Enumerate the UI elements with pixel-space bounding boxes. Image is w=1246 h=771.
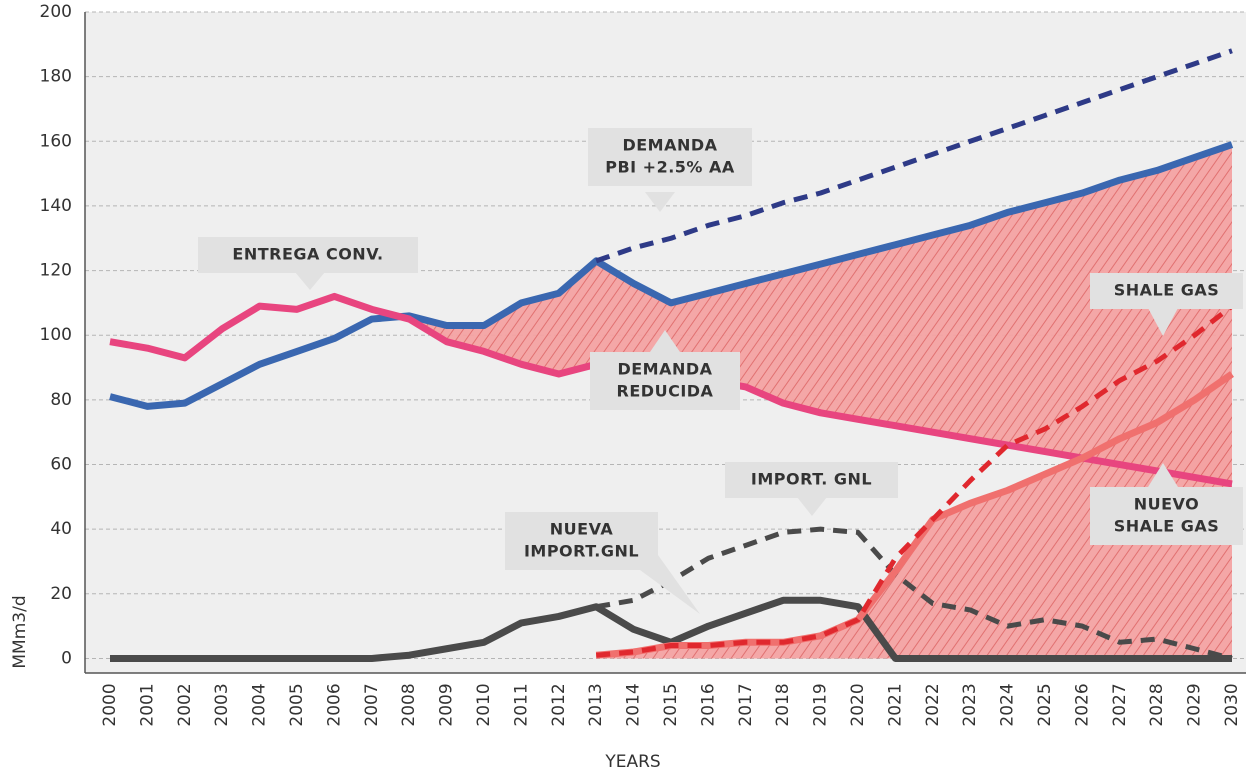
x-tick-label: 2025 [1035,683,1055,726]
y-tick-label: 100 [40,325,72,345]
hatched-area [596,374,1232,659]
annotation-text: DEMANDA [622,136,717,155]
callout-pointer [645,192,675,212]
x-tick-label: 2015 [661,683,681,726]
x-tick-label: 2005 [287,683,307,726]
callout-pointer [1148,308,1178,336]
x-tick-label: 2016 [698,683,718,726]
annotation-text: SHALE GAS [1114,281,1220,300]
x-tick-label: 2022 [923,683,943,726]
callout-pointer [295,272,325,290]
x-tick-label: 2000 [100,683,120,726]
series-line [595,526,1233,661]
callout-pointer [797,497,827,516]
series-line [595,371,1234,659]
x-tick-label: 2017 [736,683,756,726]
x-tick-label: 2013 [586,683,606,726]
y-tick-label: 200 [40,2,72,22]
y-tick-label: 140 [40,196,72,216]
callout-box [198,237,418,273]
x-tick-label: 2014 [624,683,644,726]
x-tick-label: 2029 [1185,683,1205,726]
annotation-text: ENTREGA CONV. [232,245,383,264]
y-tick-label: 120 [40,261,72,281]
annotation-text: IMPORT.GNL [524,542,639,561]
callout-box [1090,487,1243,545]
x-tick-label: 2027 [1110,683,1130,726]
annotation-text: DEMANDA [617,360,712,379]
callout-pointer [1148,463,1178,487]
x-tick-label: 2021 [885,683,905,726]
y-tick-label: 80 [50,390,72,410]
x-tick-label: 2009 [437,683,457,726]
y-axis-label: MMm3/d [10,595,30,668]
annotation-text: PBI +2.5% AA [605,158,735,177]
callout-box [725,462,898,498]
x-axis-label: YEARS [604,752,660,771]
series-line [595,48,1233,264]
x-tick-label: 2026 [1072,683,1092,726]
y-tick-label: 180 [40,67,72,87]
x-tick-label: 2028 [1147,683,1167,726]
annotation-text: NUEVO [1134,495,1200,514]
callout-box [1090,273,1243,309]
x-tick-label: 2023 [960,683,980,726]
annotation-text: REDUCIDA [617,382,714,401]
x-tick-label: 2030 [1222,683,1242,726]
x-tick-label: 2002 [175,683,195,726]
x-tick-label: 2008 [399,683,419,726]
annotation-text: SHALE GAS [1114,517,1220,536]
x-tick-label: 2006 [324,683,344,726]
callout-pointer [650,330,680,352]
callout-pointer [640,555,700,614]
x-tick-label: 2004 [250,683,270,726]
y-tick-label: 20 [50,584,72,604]
x-tick-label: 2011 [511,683,531,726]
y-tick-label: 160 [40,131,72,151]
callout-box [588,128,752,186]
callout-box [590,352,740,410]
x-tick-label: 2020 [848,683,868,726]
annotation-text: IMPORT. GNL [751,470,872,489]
annotation-text: NUEVA [550,520,614,539]
plot-layer [109,48,1234,662]
x-tick-label: 2001 [137,683,157,726]
x-tick-label: 2018 [773,683,793,726]
y-tick-label: 0 [61,648,72,668]
callout-box [505,512,658,570]
x-tick-label: 2010 [474,683,494,726]
x-tick-label: 2024 [998,683,1018,726]
series-line [595,304,1234,658]
x-tick-label: 2003 [212,683,232,726]
x-tick-label: 2012 [549,683,569,726]
x-tick-label: 2007 [362,683,382,726]
series-line [109,141,1234,410]
y-tick-label: 40 [50,519,72,539]
x-tick-label: 2019 [811,683,831,726]
y-tick-label: 60 [50,455,72,475]
hatched-area [409,144,1232,484]
